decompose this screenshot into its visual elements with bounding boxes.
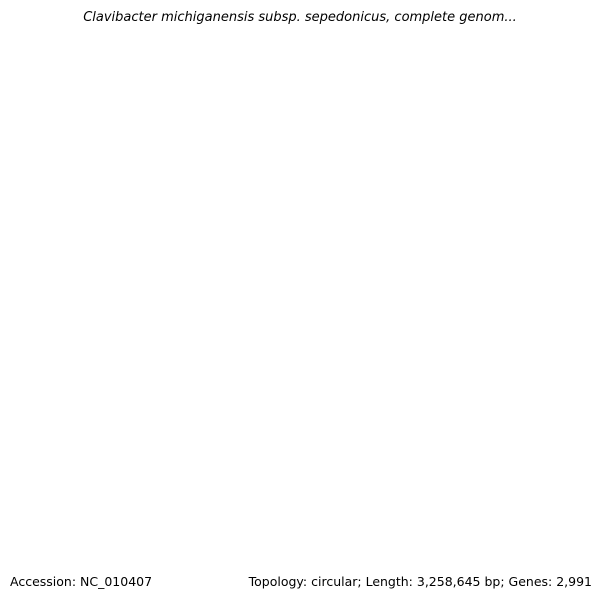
accession-text: Accession: NC_010407	[10, 574, 153, 589]
genome-summary-text: Topology: circular; Length: 3,258,645 bp…	[248, 574, 592, 589]
map-title: Clavibacter michiganensis subsp. sepedon…	[83, 10, 517, 25]
